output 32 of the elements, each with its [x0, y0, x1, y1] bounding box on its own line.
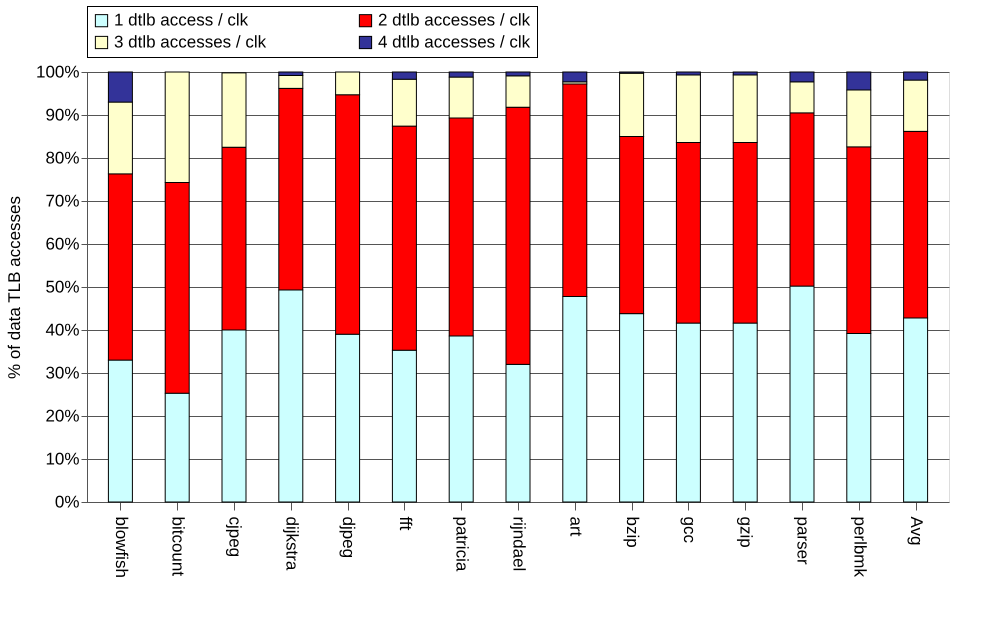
legend-label: 4 dtlb accesses / clk — [378, 32, 531, 52]
x-tick-label: Avg — [907, 516, 926, 546]
y-axis-title: % of data TLB accesses — [5, 196, 24, 380]
y-tick-label: 30% — [45, 364, 80, 382]
x-tick-label: blowfish — [112, 516, 131, 578]
x-tick-label: art — [566, 516, 586, 537]
x-tick-label: perlbmk — [850, 516, 870, 578]
y-tick-label: 20% — [45, 406, 80, 426]
y-tick-label: 0% — [54, 492, 80, 512]
legend-label: 2 dtlb accesses / clk — [378, 10, 531, 30]
y-tick-label: 80% — [45, 148, 80, 168]
y-tick-label: 50% — [45, 278, 80, 296]
x-tick-label: djpeg — [339, 516, 358, 558]
x-tick-label: rijndael — [510, 516, 528, 572]
x-tick-label: parser — [794, 516, 812, 566]
y-tick-label: 100% — [36, 62, 80, 82]
y-tick-label: 10% — [45, 450, 80, 468]
y-tick-label: 90% — [45, 106, 80, 124]
x-tick-label: cjpeg — [226, 516, 244, 558]
x-tick-label: gcc — [680, 516, 699, 544]
x-tick-label: fft — [396, 516, 415, 531]
legend-label: 3 dtlb accesses / clk — [114, 32, 267, 52]
x-tick-label: patricia — [452, 516, 472, 572]
y-tick-label: 40% — [45, 320, 80, 340]
bar — [562, 72, 588, 82]
y-tick-label: 70% — [45, 192, 80, 210]
legend-label: 1 dtlb access / clk — [114, 10, 249, 30]
x-tick-label: dijkstra — [282, 516, 302, 571]
x-tick-label: bitcount — [168, 516, 188, 576]
y-tick-label: 60% — [45, 234, 80, 254]
x-tick-label: gzip — [736, 516, 756, 548]
x-tick-label: bzip — [623, 516, 642, 548]
